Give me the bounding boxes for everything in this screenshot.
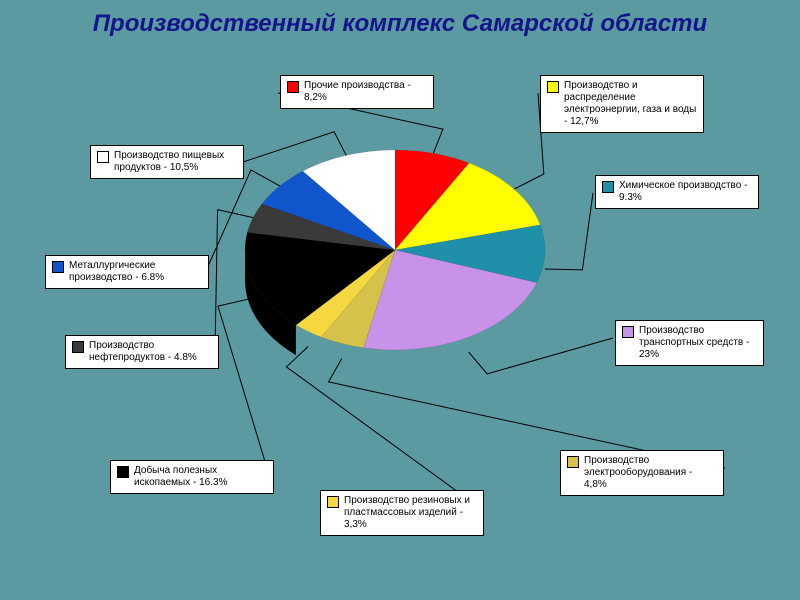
legend-label: Производство и распределение электроэнер…	[564, 80, 697, 128]
legend-label: Добыча полезных ископаемых - 16.3%	[134, 465, 267, 489]
legend-label: Производство пищевых продуктов - 10,5%	[114, 150, 237, 174]
legend-box: Производство пищевых продуктов - 10,5%	[90, 145, 244, 179]
legend-marker	[287, 81, 299, 93]
legend-label: Производство транспортных средств - 23%	[639, 325, 757, 361]
legend-label: Производство резиновых и пластмассовых и…	[344, 495, 477, 531]
legend-marker	[97, 151, 109, 163]
legend-marker	[117, 466, 129, 478]
legend-label: Прочие производства - 8,2%	[304, 80, 427, 104]
legend-box: Химическое производство - 9.3%	[595, 175, 759, 209]
legend-box: Производство и распределение электроэнер…	[540, 75, 704, 133]
legend-marker	[567, 456, 579, 468]
legend-marker	[622, 326, 634, 338]
legend-box: Производство нефтепродуктов - 4.8%	[65, 335, 219, 369]
legend-label: Металлургические производство - 6.8%	[69, 260, 202, 284]
legend-box: Добыча полезных ископаемых - 16.3%	[110, 460, 274, 494]
legend-box: Производство резиновых и пластмассовых и…	[320, 490, 484, 536]
legend-box: Металлургические производство - 6.8%	[45, 255, 209, 289]
legend-box: Прочие производства - 8,2%	[280, 75, 434, 109]
legend-marker	[602, 181, 614, 193]
legend-box: Производство электрооборудования - 4,8%	[560, 450, 724, 496]
legend-label: Производство электрооборудования - 4,8%	[584, 455, 717, 491]
legend-marker	[547, 81, 559, 93]
legend-box: Производство транспортных средств - 23%	[615, 320, 764, 366]
legend-marker	[327, 496, 339, 508]
legend-label: Производство нефтепродуктов - 4.8%	[89, 340, 212, 364]
legend-label: Химическое производство - 9.3%	[619, 180, 752, 204]
legend-marker	[52, 261, 64, 273]
legend-marker	[72, 341, 84, 353]
